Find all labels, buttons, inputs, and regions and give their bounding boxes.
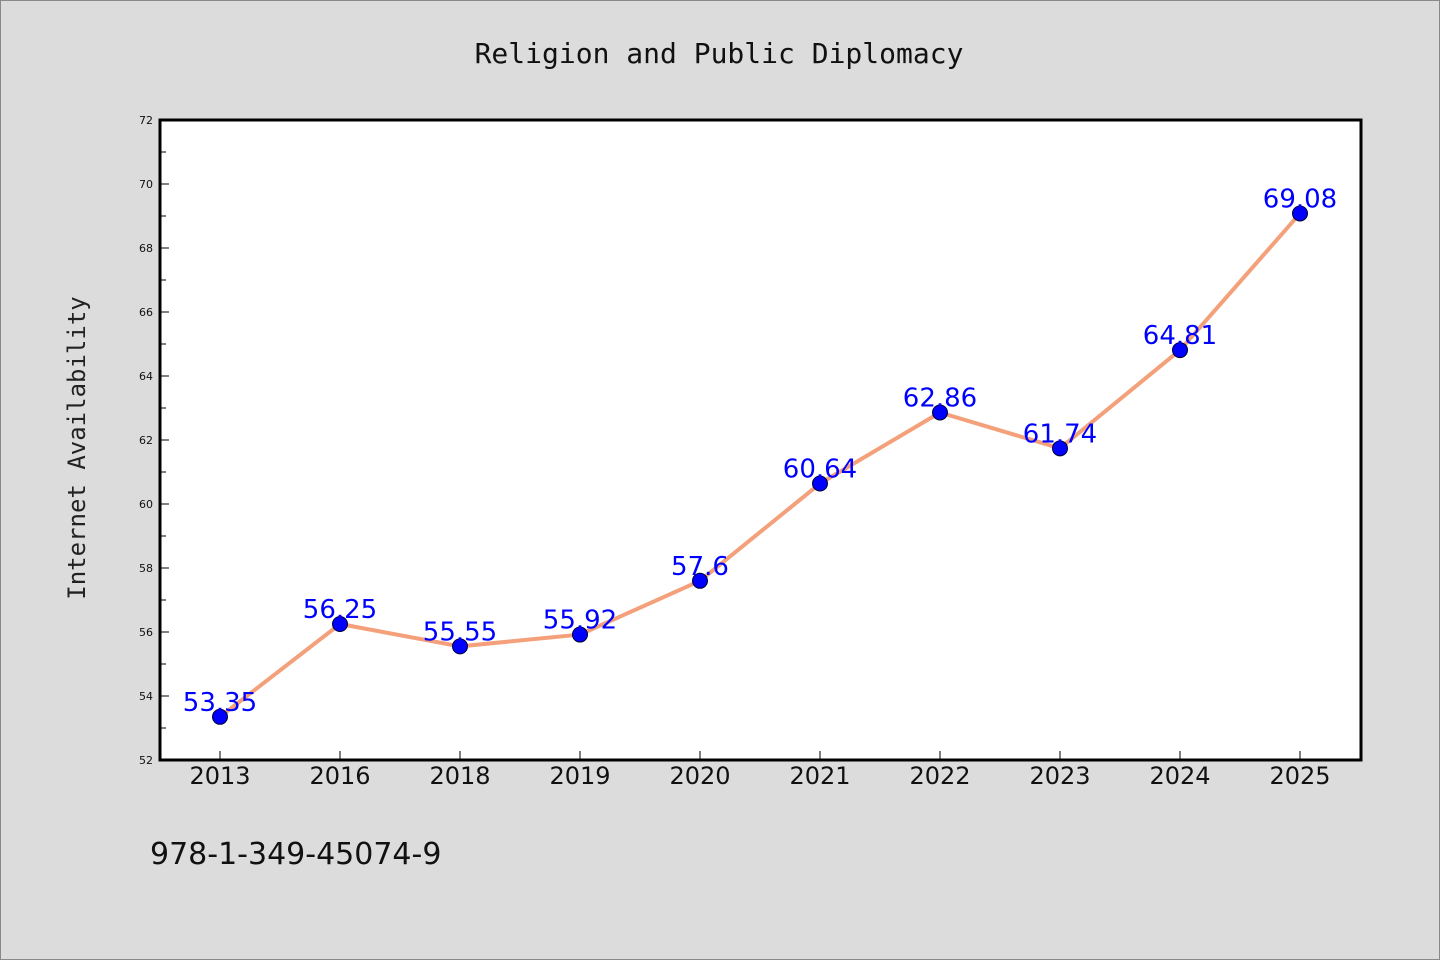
data-label: 55.55 <box>423 617 497 647</box>
y-tick-label: 60 <box>139 498 153 511</box>
series-line-segment <box>938 410 1062 451</box>
data-point-marker <box>812 475 828 492</box>
x-tick-label: 2013 <box>189 762 250 790</box>
x-tick-label: 2022 <box>909 762 970 790</box>
x-tick-label: 2016 <box>309 762 370 790</box>
data-point-marker <box>1172 342 1188 359</box>
plot-area <box>160 120 1361 760</box>
y-tick-label: 62 <box>139 434 153 447</box>
series-line-segment <box>1058 348 1182 451</box>
data-point-marker <box>1292 205 1308 222</box>
data-label: 56.25 <box>303 595 377 625</box>
data-point-marker <box>692 572 708 589</box>
y-tick-label: 66 <box>139 306 153 319</box>
y-tick-label: 64 <box>139 370 153 383</box>
data-label: 60.64 <box>783 455 857 485</box>
data-point-marker <box>572 626 588 643</box>
series-line-segment <box>1178 211 1302 353</box>
data-label: 62.86 <box>903 383 977 413</box>
y-tick-label: 58 <box>139 562 153 575</box>
data-point-marker <box>332 616 348 632</box>
y-tick-label: 72 <box>139 114 153 127</box>
y-axis-label: Internet Availability <box>63 296 91 599</box>
series-line-segment <box>818 410 942 486</box>
isbn-caption: 978-1-349-45074-9 <box>150 837 441 872</box>
x-tick-label: 2021 <box>789 762 850 790</box>
series-line-segment <box>218 622 342 719</box>
x-tick-label: 2025 <box>1269 762 1330 790</box>
data-label: 53.35 <box>183 688 257 718</box>
data-label: 55.92 <box>543 606 617 636</box>
data-point-marker <box>452 638 468 655</box>
data-point-marker <box>932 404 948 421</box>
data-label: 61.74 <box>1023 419 1097 449</box>
y-tick-label: 56 <box>139 626 153 639</box>
axis-ticks: 52 54 56 58 60 62 64 66 68 70 72 2013 2016 2018 2019 20… <box>139 114 1331 790</box>
y-tick-label: 70 <box>139 178 153 191</box>
series-line-segment <box>338 622 462 649</box>
series-line-segment <box>578 578 702 637</box>
data-labels: 53.35 56.25 55.55 55.92 57.6 60.64 62.86 61.74 6… <box>183 184 1337 717</box>
x-tick-label: 2019 <box>549 762 610 790</box>
data-point-marker <box>212 708 228 725</box>
x-tick-label: 2018 <box>429 762 490 790</box>
y-tick-label: 68 <box>139 242 153 255</box>
series-line-segment <box>698 481 822 583</box>
series-line-segment <box>458 632 582 649</box>
data-label: 69.08 <box>1263 184 1337 214</box>
series-markers <box>212 205 1308 725</box>
data-label: 64.81 <box>1143 321 1217 351</box>
x-tick-label: 2020 <box>669 762 730 790</box>
plot-border <box>158 118 1363 762</box>
y-tick-label: 54 <box>139 690 153 703</box>
x-tick-label: 2024 <box>1149 762 1210 790</box>
y-tick-label: 52 <box>139 754 153 767</box>
data-label: 57.6 <box>671 552 729 582</box>
series-lines <box>218 211 1302 719</box>
x-tick-label: 2023 <box>1029 762 1090 790</box>
data-point-marker <box>1052 440 1068 457</box>
chart-title: Religion and Public Diplomacy <box>475 37 964 70</box>
